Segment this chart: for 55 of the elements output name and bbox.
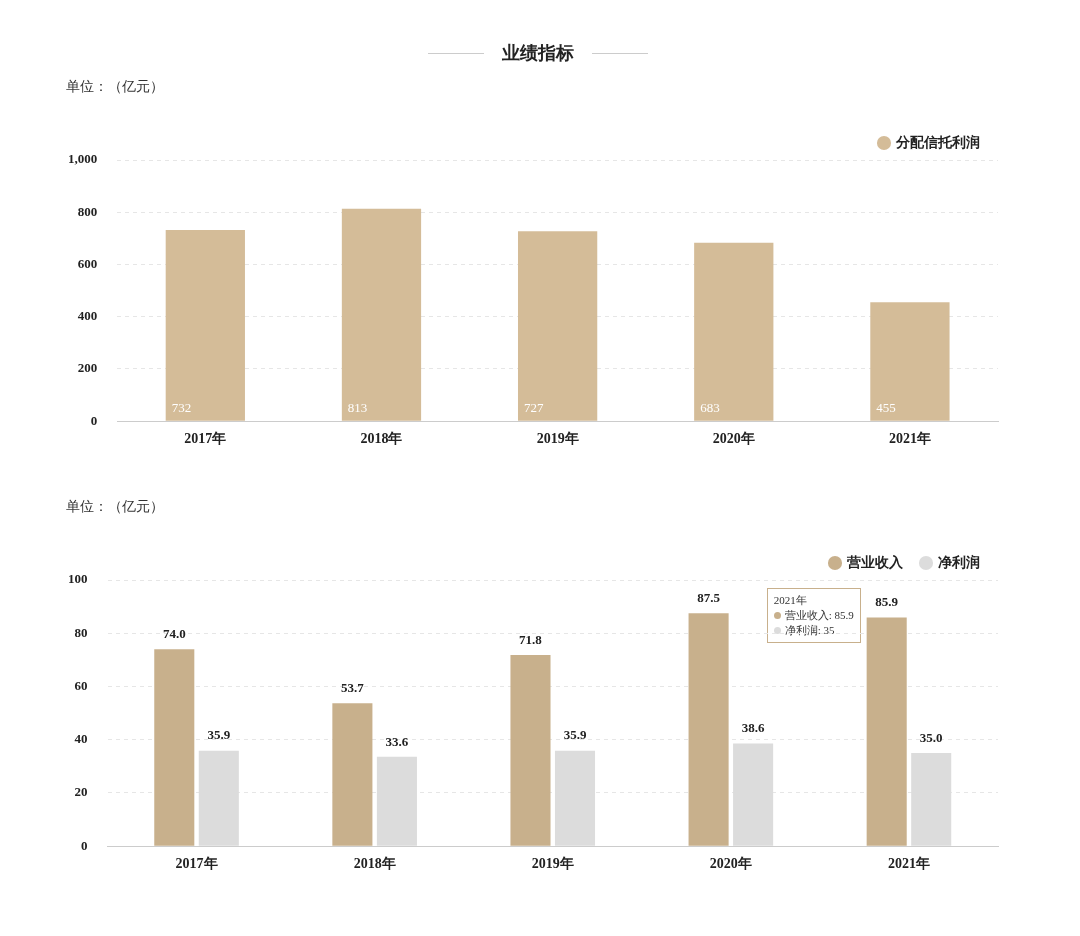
y-tick-label: 60 (74, 677, 88, 693)
bar (694, 242, 774, 421)
data-label: 87.5 (697, 590, 721, 606)
data-label: 38.6 (741, 720, 765, 736)
bar (866, 617, 907, 846)
data-label: 85.9 (875, 594, 899, 610)
data-label: 813 (347, 399, 368, 415)
y-tick-label: 20 (74, 784, 88, 800)
data-label: 53.7 (341, 680, 365, 696)
x-tick-label: 2021年 (887, 856, 930, 872)
y-tick-label: 400 (77, 308, 98, 324)
data-label: 35.9 (207, 727, 231, 743)
y-tick-label: 0 (90, 412, 98, 428)
data-label: 727 (523, 399, 544, 415)
x-tick-label: 2019年 (531, 856, 574, 872)
y-tick-label: 0 (81, 837, 88, 853)
annotation: 2021年 (773, 592, 807, 608)
data-label: 71.8 (519, 631, 543, 647)
data-label: 35.0 (919, 729, 943, 745)
y-tick-label: 200 (77, 360, 98, 376)
y-tick-label: 600 (77, 255, 98, 271)
legend-label: 分配信托利润 (895, 133, 980, 150)
x-tick-label: 2021年 (888, 431, 931, 447)
chart-title: 业绩指标 (502, 42, 574, 65)
y-tick-label: 40 (74, 731, 88, 747)
x-tick-label: 2020年 (709, 856, 752, 872)
y-axis-title: 单位：（亿元） (66, 78, 165, 96)
y-tick-label: 800 (77, 203, 98, 219)
bar (517, 231, 598, 421)
data-label: 732 (171, 399, 192, 415)
x-tick-label: 2020年 (712, 431, 755, 447)
data-label: 33.6 (385, 733, 409, 749)
legend-label: 净利润 (938, 553, 980, 570)
bar (510, 655, 551, 846)
y-tick-label: 80 (74, 624, 88, 640)
data-label: 683 (700, 399, 720, 415)
x-tick-label: 2019年 (536, 431, 579, 447)
x-tick-label: 2018年 (353, 856, 396, 872)
bar (341, 208, 422, 421)
x-tick-label: 2018年 (360, 431, 403, 447)
x-tick-label: 2017年 (175, 856, 218, 872)
bar (688, 613, 729, 846)
annotation: 营业收入: 85.9 (784, 607, 854, 623)
y-tick-label: 1,000 (68, 151, 98, 167)
x-tick-label: 2017年 (184, 431, 227, 447)
data-label: 35.9 (563, 727, 587, 743)
legend-label: 营业收入 (846, 554, 904, 570)
bar (165, 230, 245, 421)
bar (332, 703, 373, 846)
y-axis-title: 单位：（亿元） (66, 498, 165, 516)
data-label: 455 (876, 399, 896, 415)
y-tick-label: 100 (68, 571, 88, 587)
data-label: 74.0 (162, 626, 186, 642)
bar (870, 302, 950, 421)
bar (154, 649, 195, 846)
